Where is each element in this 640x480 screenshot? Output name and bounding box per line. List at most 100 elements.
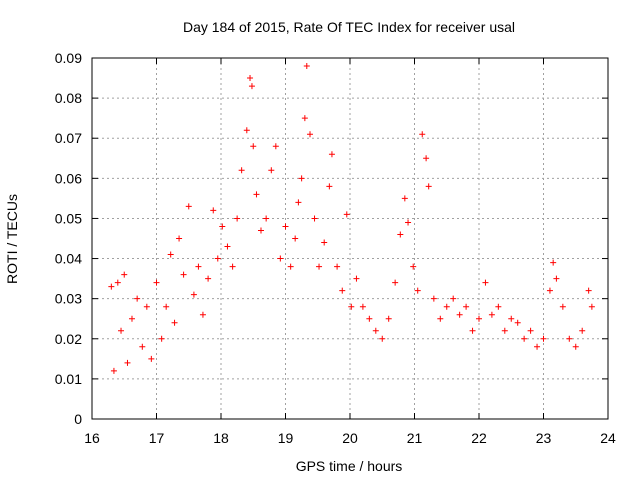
data-point [180,271,187,278]
data-point [219,223,226,230]
data-point [210,207,217,214]
data-point [292,235,299,242]
data-point [295,199,302,206]
y-tick-label: 0.09 [55,50,82,66]
data-point [339,287,346,294]
data-point [321,239,328,246]
data-point [307,131,314,138]
data-point [482,279,489,286]
data-point [143,303,150,310]
data-point [443,303,450,310]
data-point [243,127,250,134]
data-point [176,235,183,242]
data-point [253,191,260,198]
data-point [419,131,426,138]
data-points [108,63,595,374]
data-point [397,231,404,238]
data-point [158,335,165,342]
data-point [199,311,206,318]
y-axis-label: ROTI / TECUs [4,194,20,284]
data-point [508,315,515,322]
data-point [495,303,502,310]
data-point [372,327,379,334]
data-point [488,311,495,318]
data-point [410,263,417,270]
y-tick-label: 0.07 [55,130,82,146]
data-point [277,255,284,262]
data-point [559,303,566,310]
y-tick-label: 0.03 [55,291,82,307]
data-point [437,315,444,322]
data-point [579,327,586,334]
data-point [190,291,197,298]
data-point [514,319,521,326]
data-point [148,355,155,362]
data-point [128,315,135,322]
data-point [585,287,592,294]
data-point [303,63,310,70]
data-point [298,175,305,182]
data-point [234,215,241,222]
data-point [257,227,264,234]
data-point [501,327,508,334]
data-point [385,315,392,322]
x-tick-label: 21 [407,430,423,446]
data-point [195,263,202,270]
data-point [272,143,279,150]
data-point [423,155,430,162]
data-point [185,203,192,210]
x-tick-label: 22 [471,430,487,446]
data-point [328,151,335,158]
data-point [139,343,146,350]
x-tick-label: 19 [278,430,294,446]
data-point [348,303,355,310]
data-point [248,83,255,90]
data-point [463,303,470,310]
x-axis-label: GPS time / hours [296,458,403,474]
data-point [588,303,595,310]
data-point [476,315,482,322]
data-point [572,343,579,350]
data-point [379,335,386,342]
data-point [353,275,360,282]
x-tick-label: 17 [149,430,165,446]
data-point [334,263,341,270]
data-point [163,303,170,310]
data-point [282,223,289,230]
data-point [229,263,236,270]
data-point [550,259,557,266]
data-point [124,359,131,366]
y-tick-label: 0.04 [55,251,82,267]
data-point [343,211,350,218]
data-point [301,115,308,122]
data-point [118,327,125,334]
x-tick-label: 23 [536,430,552,446]
data-point [134,295,141,302]
data-point [250,143,257,150]
x-tick-label: 18 [213,430,229,446]
data-point [263,215,270,222]
data-point [311,215,318,222]
y-tick-label: 0.01 [55,371,82,387]
data-point [414,287,421,294]
data-point [268,167,275,174]
data-point [238,167,245,174]
data-point [521,335,528,342]
data-point [326,183,333,190]
data-point [425,183,432,190]
data-point [553,275,560,282]
data-point [527,327,534,334]
data-point [114,279,121,286]
data-point [430,295,437,302]
data-point [171,319,178,326]
data-point [401,195,408,202]
y-tick-label: 0.05 [55,210,82,226]
x-tick-label: 20 [342,430,358,446]
data-point [247,75,254,82]
data-point [205,275,212,282]
data-point [121,271,128,278]
y-tick-label: 0.02 [55,331,82,347]
axis-ticks: 16 17 18 19 20 21 22 23 24 0 0.01 0.02 0.03 0.04 0.05 0… [55,50,616,446]
data-point [153,279,160,286]
